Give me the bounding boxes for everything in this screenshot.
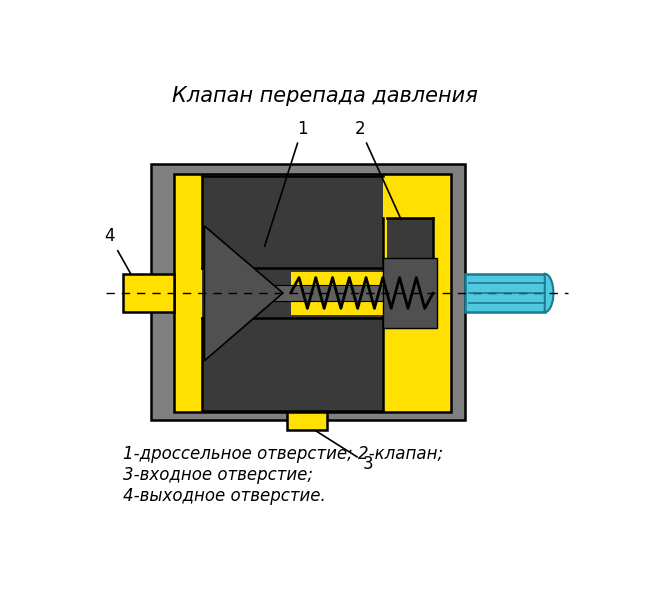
Bar (123, 274, 174, 312)
Text: 3: 3 (308, 426, 373, 473)
Text: Клапан перепада давления: Клапан перепада давления (171, 86, 478, 106)
Bar (174, 173, 451, 412)
Text: 1: 1 (265, 119, 308, 247)
Bar (151, 164, 465, 420)
Bar (202, 176, 383, 268)
Bar (204, 284, 387, 301)
Bar (291, 272, 383, 314)
Text: 1-дроссельное отверстие; 2-клапан;
3-входное отверстие;
4-выходное отверстие.: 1-дроссельное отверстие; 2-клапан; 3-вхо… (123, 445, 443, 505)
Bar (383, 259, 437, 328)
Bar (287, 412, 327, 430)
Polygon shape (204, 226, 283, 361)
Polygon shape (545, 274, 554, 312)
Bar (387, 218, 433, 311)
Bar (465, 274, 545, 312)
Text: 2: 2 (354, 119, 401, 220)
Bar (202, 268, 387, 319)
Bar (202, 319, 383, 411)
Text: 4: 4 (104, 227, 141, 293)
